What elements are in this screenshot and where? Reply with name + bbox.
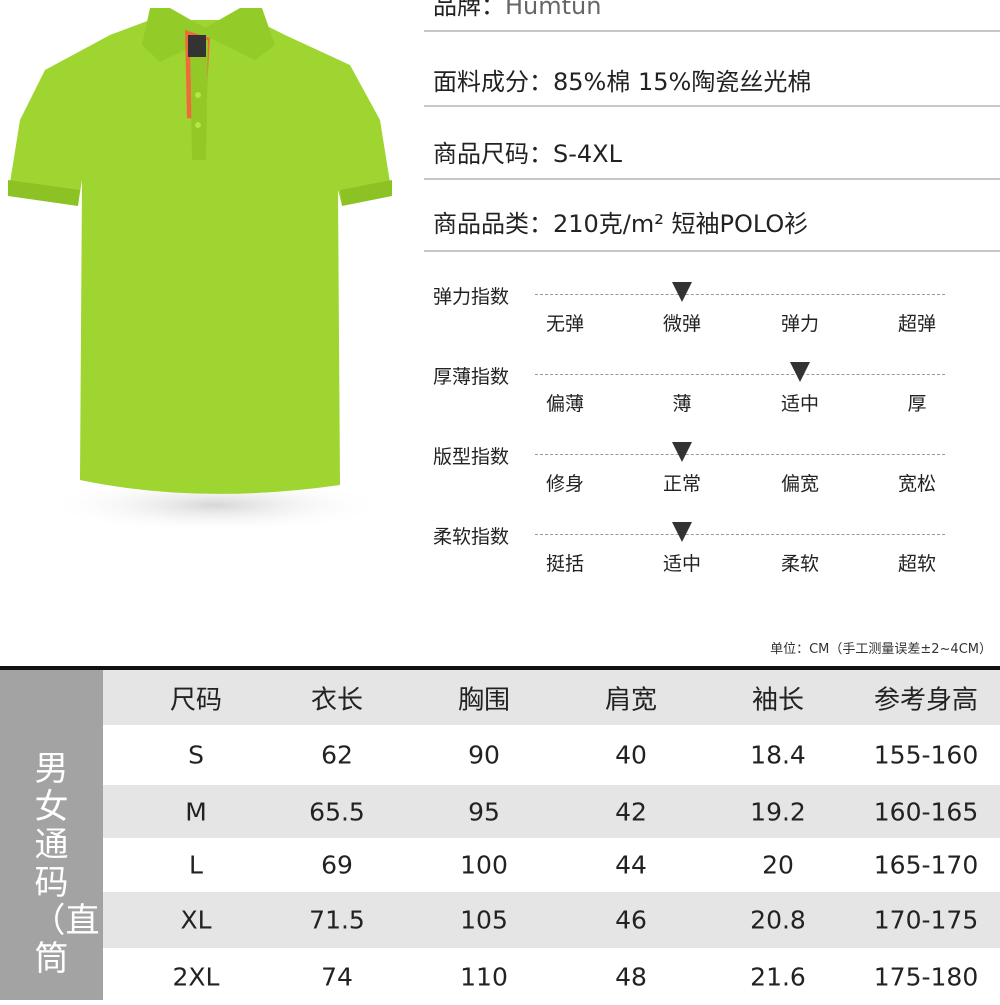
table-row: L 69 100 44 20 165-170 — [103, 838, 1000, 892]
index-option: 适中 — [662, 553, 702, 575]
index-option: 正常 — [662, 473, 702, 495]
table-cell: L — [189, 850, 203, 880]
index-option: 弹力 — [780, 313, 820, 335]
table-cell: 40 — [615, 740, 647, 770]
divider — [424, 105, 1000, 107]
table-cell: 170-175 — [873, 905, 979, 935]
table-row: 2XL 74 110 48 21.6 175-180 — [103, 948, 1000, 1005]
table-cell: 42 — [615, 797, 647, 826]
table-cell: 2XL — [172, 962, 220, 991]
table-cell: 19.2 — [750, 797, 806, 826]
unit-note: 单位：CM（手工测量误差±2~4CM） — [770, 642, 992, 657]
table-cell: 100 — [460, 850, 508, 880]
index-option: 微弹 — [662, 313, 702, 335]
table-top-border — [0, 666, 1000, 670]
table-row: XL 71.5 105 46 20.8 170-175 — [103, 892, 1000, 948]
index-label: 版型指数 — [433, 446, 510, 468]
index-option: 无弹 — [545, 313, 585, 335]
index-label: 厚薄指数 — [433, 366, 510, 388]
index-marker-icon — [672, 442, 692, 462]
index-scale-line — [535, 294, 945, 295]
table-cell: 18.4 — [750, 740, 806, 770]
table-header-cell: 尺码 — [169, 685, 223, 715]
table-cell: 160-165 — [873, 797, 979, 826]
index-option: 厚 — [907, 393, 927, 415]
table-row: S 62 90 40 18.4 155-160 — [103, 725, 1000, 785]
table-cell: M — [185, 797, 207, 826]
table-cell: 105 — [460, 905, 508, 935]
divider — [424, 30, 1000, 32]
spec-fabric: 面料成分：85%棉 15%陶瓷丝光棉 — [433, 68, 812, 96]
index-scale-line — [535, 374, 945, 375]
index-option: 偏宽 — [780, 473, 820, 495]
table-cell: 95 — [468, 797, 500, 826]
index-scale-line — [535, 454, 945, 455]
table-cell: 48 — [615, 962, 647, 991]
index-option: 宽松 — [897, 473, 937, 495]
table-cell: 44 — [615, 850, 647, 880]
index-scale-line — [535, 534, 945, 535]
table-cell: 46 — [615, 905, 647, 935]
table-cell: 62 — [321, 740, 353, 770]
table-cell: 20.8 — [750, 905, 806, 935]
table-cell: 21.6 — [750, 962, 806, 991]
index-marker-icon — [672, 522, 692, 542]
table-header-cell: 胸围 — [457, 685, 511, 715]
table-cell: XL — [180, 905, 212, 935]
index-option: 超弹 — [897, 313, 937, 335]
spec-size: 商品尺码：S-4XL — [433, 140, 622, 168]
table-cell: 71.5 — [309, 905, 365, 935]
divider — [424, 250, 1000, 252]
divider — [424, 178, 1000, 180]
index-marker-icon — [790, 362, 810, 382]
index-option: 偏薄 — [545, 393, 585, 415]
table-cell: 74 — [321, 962, 353, 991]
table-cell: S — [188, 740, 204, 770]
index-label: 柔软指数 — [433, 526, 510, 548]
index-option: 柔软 — [780, 553, 820, 575]
table-header-cell: 参考身高 — [873, 685, 979, 715]
polo-shirt-image — [8, 8, 392, 533]
table-cell: 110 — [460, 962, 508, 991]
table-cell: 65.5 — [309, 797, 365, 826]
table-row: M 65.5 95 42 19.2 160-165 — [103, 785, 1000, 838]
index-option: 挺括 — [545, 553, 585, 575]
spec-brand: 品牌：Humtun — [433, 0, 602, 20]
table-cell: 165-170 — [873, 850, 979, 880]
table-cell: 175-180 — [873, 962, 979, 991]
table-cell: 90 — [468, 740, 500, 770]
table-side-label: 男女通码（直筒 — [0, 670, 103, 1000]
index-option: 修身 — [545, 473, 585, 495]
table-header-row: 尺码 衣长 胸围 肩宽 袖长 参考身高 — [103, 670, 1000, 725]
table-header-cell: 衣长 — [310, 685, 364, 715]
index-option: 适中 — [780, 393, 820, 415]
table-cell: 20 — [762, 850, 794, 880]
index-marker-icon — [672, 282, 692, 302]
index-option: 超软 — [897, 553, 937, 575]
table-header-cell: 肩宽 — [604, 685, 658, 715]
table-header-cell: 袖长 — [751, 685, 805, 715]
index-label: 弹力指数 — [433, 286, 510, 308]
index-option: 薄 — [672, 393, 692, 415]
brand-label — [188, 35, 206, 57]
table-cell: 155-160 — [873, 740, 979, 770]
spec-category: 商品品类：210克/m² 短袖POLO衫 — [433, 210, 809, 238]
table-cell: 69 — [321, 850, 353, 880]
